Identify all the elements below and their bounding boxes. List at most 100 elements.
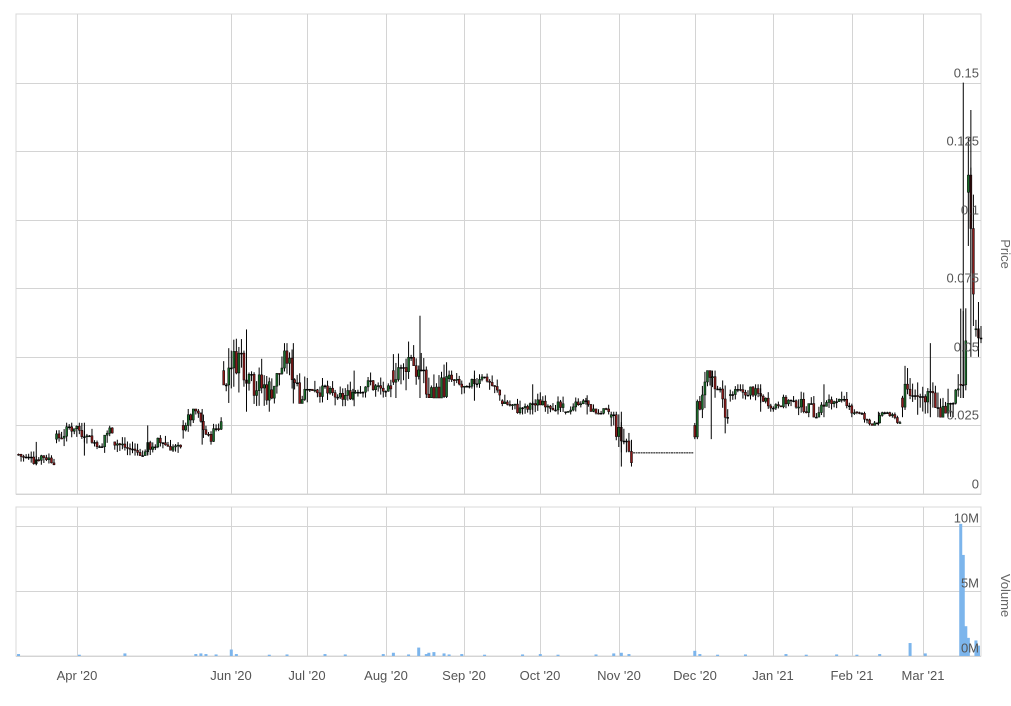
volume-bar <box>460 654 464 656</box>
price-candle <box>224 384 228 387</box>
price-candle <box>807 403 811 413</box>
price-candle <box>222 370 225 386</box>
x-axis-tick-label: Dec '20 <box>673 668 717 683</box>
x-axis-tick-label: Sep '20 <box>442 668 486 683</box>
price-candle <box>154 446 157 449</box>
price-candle <box>331 387 334 393</box>
price-candle <box>273 385 276 399</box>
price-candle <box>835 401 838 403</box>
price-candle <box>50 457 53 464</box>
price-candle <box>949 403 952 405</box>
price-candle <box>701 394 704 410</box>
x-axis-tick-labels: Apr '20 Jun '20 Jul '20 Aug '20 Sep '20 Oct '… <box>57 668 945 683</box>
volume-bar <box>343 654 347 656</box>
price-candle <box>85 435 89 438</box>
volume-bar <box>784 654 788 656</box>
price-candle <box>483 376 486 379</box>
price-grid <box>15 13 982 495</box>
x-axis-tick-label: Jan '21 <box>752 668 794 683</box>
price-candle <box>493 385 496 387</box>
price-candle <box>863 413 866 420</box>
price-candle <box>369 380 372 382</box>
price-candle <box>113 441 117 446</box>
price-candle <box>174 445 177 448</box>
price-candle <box>506 401 509 405</box>
price-candle <box>815 416 818 419</box>
volume-bar <box>627 654 631 656</box>
price-candle <box>858 412 861 414</box>
price-candle <box>181 425 185 431</box>
price-candle <box>734 389 737 395</box>
price-candle <box>544 400 547 408</box>
price-candle <box>70 426 73 432</box>
x-axis-tick-label: Jul '20 <box>288 668 325 683</box>
price-candle <box>918 396 922 398</box>
price-candle <box>739 389 742 391</box>
price-y-tick-label: 0.15 <box>954 66 979 81</box>
volume-bar <box>964 626 968 656</box>
price-candle <box>468 385 471 388</box>
price-candle <box>883 412 887 414</box>
price-candle <box>280 367 284 374</box>
volume-bar <box>556 654 560 656</box>
volume-bar <box>835 654 839 656</box>
volume-bar <box>959 523 963 656</box>
price-candle <box>721 388 724 400</box>
price-candle <box>511 404 514 406</box>
price-candle <box>972 228 975 295</box>
price-candle <box>703 381 707 396</box>
price-candle <box>485 376 489 382</box>
price-candle <box>926 391 930 403</box>
price-candle <box>959 384 962 386</box>
price-candle <box>896 417 899 423</box>
volume-bar <box>923 653 927 656</box>
price-candle <box>579 403 583 406</box>
price-candle <box>749 386 752 396</box>
price-candle <box>490 382 494 386</box>
price-candle <box>979 337 983 340</box>
price-candle <box>321 385 324 397</box>
price-candle <box>804 411 808 413</box>
price-candle <box>371 380 375 390</box>
volume-bar <box>594 654 598 656</box>
price-candle <box>186 414 190 426</box>
price-candle <box>133 448 137 451</box>
price-candle <box>741 389 745 393</box>
price-candle <box>845 399 849 407</box>
price-candle <box>865 418 869 421</box>
x-axis-tick-label: Feb '21 <box>831 668 874 683</box>
price-candle <box>189 414 193 421</box>
price-candle <box>392 370 395 383</box>
price-candle <box>230 367 233 370</box>
price-candle <box>262 384 266 389</box>
price-candle <box>351 391 355 400</box>
price-candle <box>577 401 580 406</box>
price-candle <box>121 443 124 446</box>
price-candle <box>437 386 441 399</box>
price-candle <box>382 387 385 392</box>
price-candle <box>67 426 71 428</box>
price-candle <box>435 386 438 399</box>
price-candle <box>731 394 735 396</box>
price-candle <box>906 383 909 390</box>
price-candle <box>693 425 697 438</box>
price-candle <box>242 352 246 381</box>
price-candle <box>232 351 236 369</box>
price-candle <box>402 367 405 369</box>
price-candle <box>24 456 28 459</box>
price-candle <box>944 405 947 414</box>
price-candle <box>561 403 565 408</box>
price-candle <box>470 379 474 387</box>
volume-y-tick-labels: 0M 5M 10M <box>954 511 979 656</box>
price-candle <box>260 374 263 389</box>
price-candle <box>503 401 507 404</box>
price-candle <box>450 374 453 380</box>
volume-panel: 0M 5M 10M Volume <box>15 506 1011 657</box>
price-candle <box>713 376 717 390</box>
price-candle <box>278 373 281 375</box>
volume-bar <box>234 654 238 656</box>
volume-panel-frame <box>15 506 982 657</box>
price-candle <box>52 462 56 466</box>
price-candle <box>916 395 919 397</box>
price-candle <box>376 385 380 387</box>
